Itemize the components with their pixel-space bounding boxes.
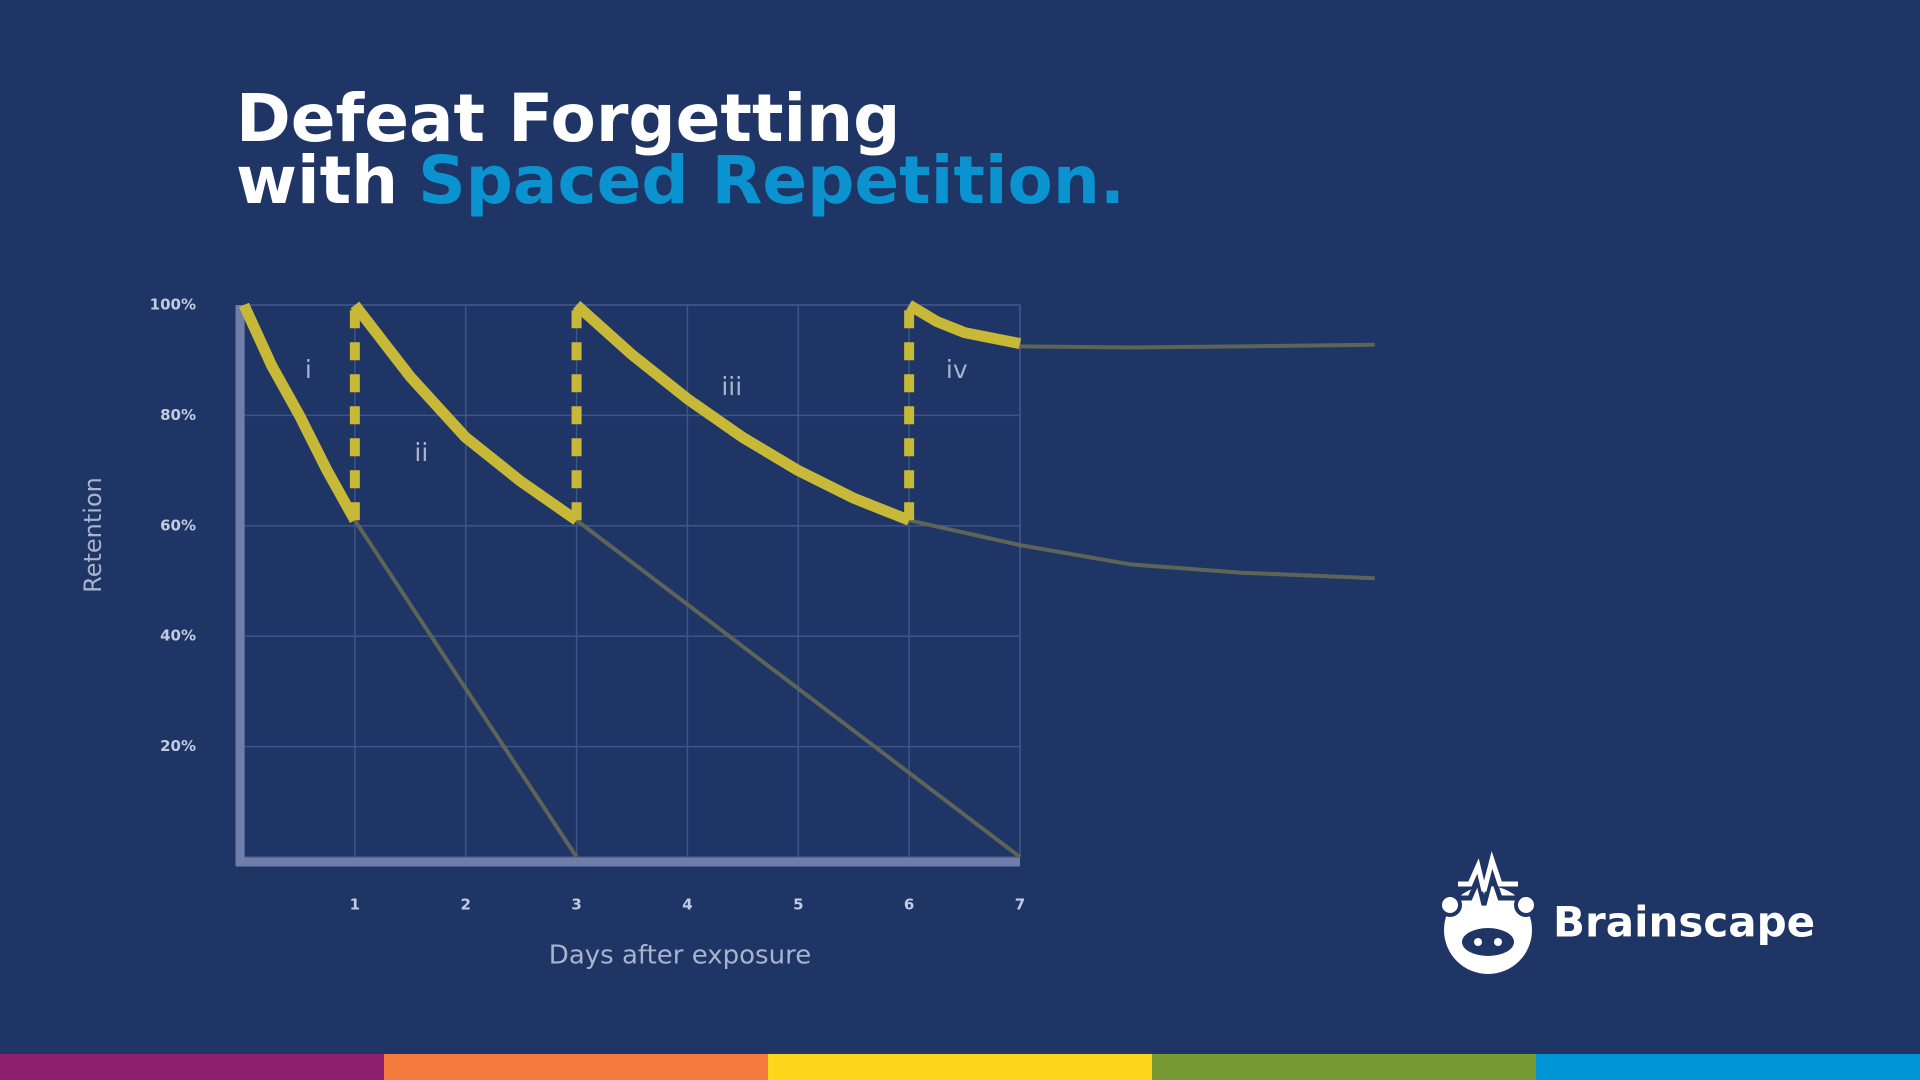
x-tick-label: 3 <box>571 896 581 914</box>
series-line <box>349 305 915 521</box>
title-line: with Spaced Repetition. <box>236 142 1125 219</box>
logo: Brainscape <box>1438 851 1815 974</box>
segment-label: i <box>305 355 312 384</box>
title-line: Defeat Forgetting <box>236 80 900 157</box>
stripe <box>1152 1054 1536 1080</box>
logo-eye <box>1474 938 1482 946</box>
x-tick-label: 4 <box>682 896 692 914</box>
logo-pulse <box>1458 865 1518 906</box>
y-tick-label: 40% <box>160 627 196 645</box>
logo-face <box>1462 928 1514 956</box>
logo-eye <box>1494 938 1502 946</box>
logo-pulse <box>1458 851 1518 892</box>
series-line <box>353 342 1375 859</box>
y-tick-label: 20% <box>160 737 196 755</box>
logo-ear <box>1438 893 1462 917</box>
x-tick-label: 5 <box>793 896 803 914</box>
y-tick-label: 60% <box>160 516 196 534</box>
stripe <box>384 1054 768 1080</box>
x-tick-label: 6 <box>904 896 914 914</box>
segment-label: iv <box>946 355 968 384</box>
stripe <box>1536 1054 1920 1080</box>
segment-label: ii <box>414 438 428 467</box>
y-tick-label: 100% <box>150 296 196 314</box>
title-highlight: Spaced Repetition. <box>418 142 1125 219</box>
logo-ear <box>1514 893 1538 917</box>
brand-name: Brainscape <box>1553 898 1815 947</box>
stripe <box>0 1054 384 1080</box>
segment-label: iii <box>721 372 742 401</box>
x-tick-label: 7 <box>1015 896 1025 914</box>
x-axis-label: Days after exposure <box>549 941 811 971</box>
y-axis-label: Retention <box>79 477 107 593</box>
x-tick-label: 1 <box>350 896 360 914</box>
series-line <box>238 300 1022 526</box>
x-tick-label: 2 <box>460 896 470 914</box>
y-tick-label: 80% <box>160 406 196 424</box>
title-part: with <box>236 142 398 219</box>
stripe <box>768 1054 1152 1080</box>
